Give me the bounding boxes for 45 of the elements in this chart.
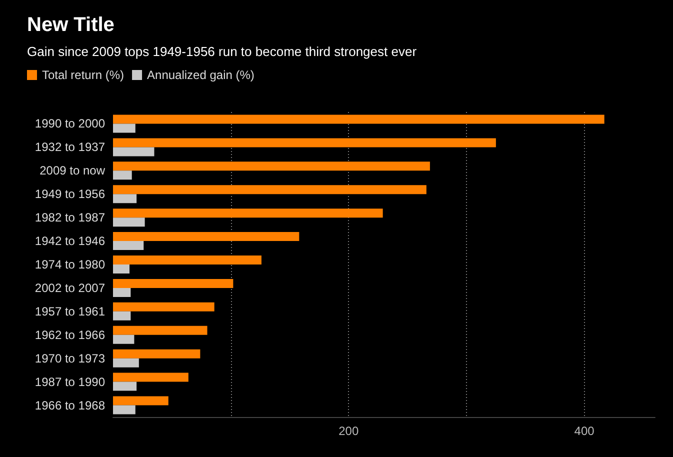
bar <box>113 311 131 320</box>
bar <box>113 208 383 218</box>
legend-label: Annualized gain (%) <box>147 68 254 82</box>
y-tick-label: 2009 to now <box>40 164 106 178</box>
bar <box>113 170 132 180</box>
chart-subtitle: Gain since 2009 tops 1949-1956 run to become third strongest ever <box>27 44 418 59</box>
bar <box>113 405 136 414</box>
bar <box>113 372 188 382</box>
y-tick-label: 1966 to 1968 <box>34 398 106 412</box>
bar <box>113 256 262 264</box>
y-tick-label: 1974 to 1980 <box>34 258 106 272</box>
bar <box>113 114 604 124</box>
bar <box>113 194 137 204</box>
bar <box>113 326 208 335</box>
y-tick-label: 1949 to 1956 <box>34 187 106 202</box>
chart-title: New Title <box>27 14 114 36</box>
bar <box>113 185 426 194</box>
y-tick-label: 1970 to 1973 <box>34 351 106 366</box>
bar <box>113 358 139 368</box>
y-tick-label: 1942 to 1946 <box>34 234 106 248</box>
y-tick-label: 1987 to 1990 <box>34 374 106 389</box>
y-tick-label: 1932 to 1937 <box>34 140 106 154</box>
bar <box>113 138 496 148</box>
bar <box>113 147 154 156</box>
x-tick-label: 200 <box>338 424 359 438</box>
bar <box>113 232 300 242</box>
legend-label: Total return (%) <box>42 68 124 82</box>
y-tick-label: 1990 to 2000 <box>34 116 106 131</box>
bar <box>113 241 144 250</box>
bar <box>113 302 214 312</box>
y-tick-label: 1982 to 1987 <box>34 210 106 225</box>
y-tick-label: 1957 to 1961 <box>34 304 106 318</box>
x-tick-label: 400 <box>574 424 595 438</box>
bar <box>113 288 131 297</box>
bar <box>113 162 430 171</box>
bar <box>113 382 137 391</box>
bar <box>113 349 200 358</box>
bar <box>113 218 145 227</box>
bar <box>113 396 168 406</box>
bar <box>113 264 130 274</box>
bar <box>113 334 134 344</box>
y-tick-label: 2002 to 2007 <box>34 280 106 295</box>
bar <box>113 278 234 288</box>
bar <box>113 124 136 133</box>
y-tick-label: 1962 to 1966 <box>34 328 106 342</box>
